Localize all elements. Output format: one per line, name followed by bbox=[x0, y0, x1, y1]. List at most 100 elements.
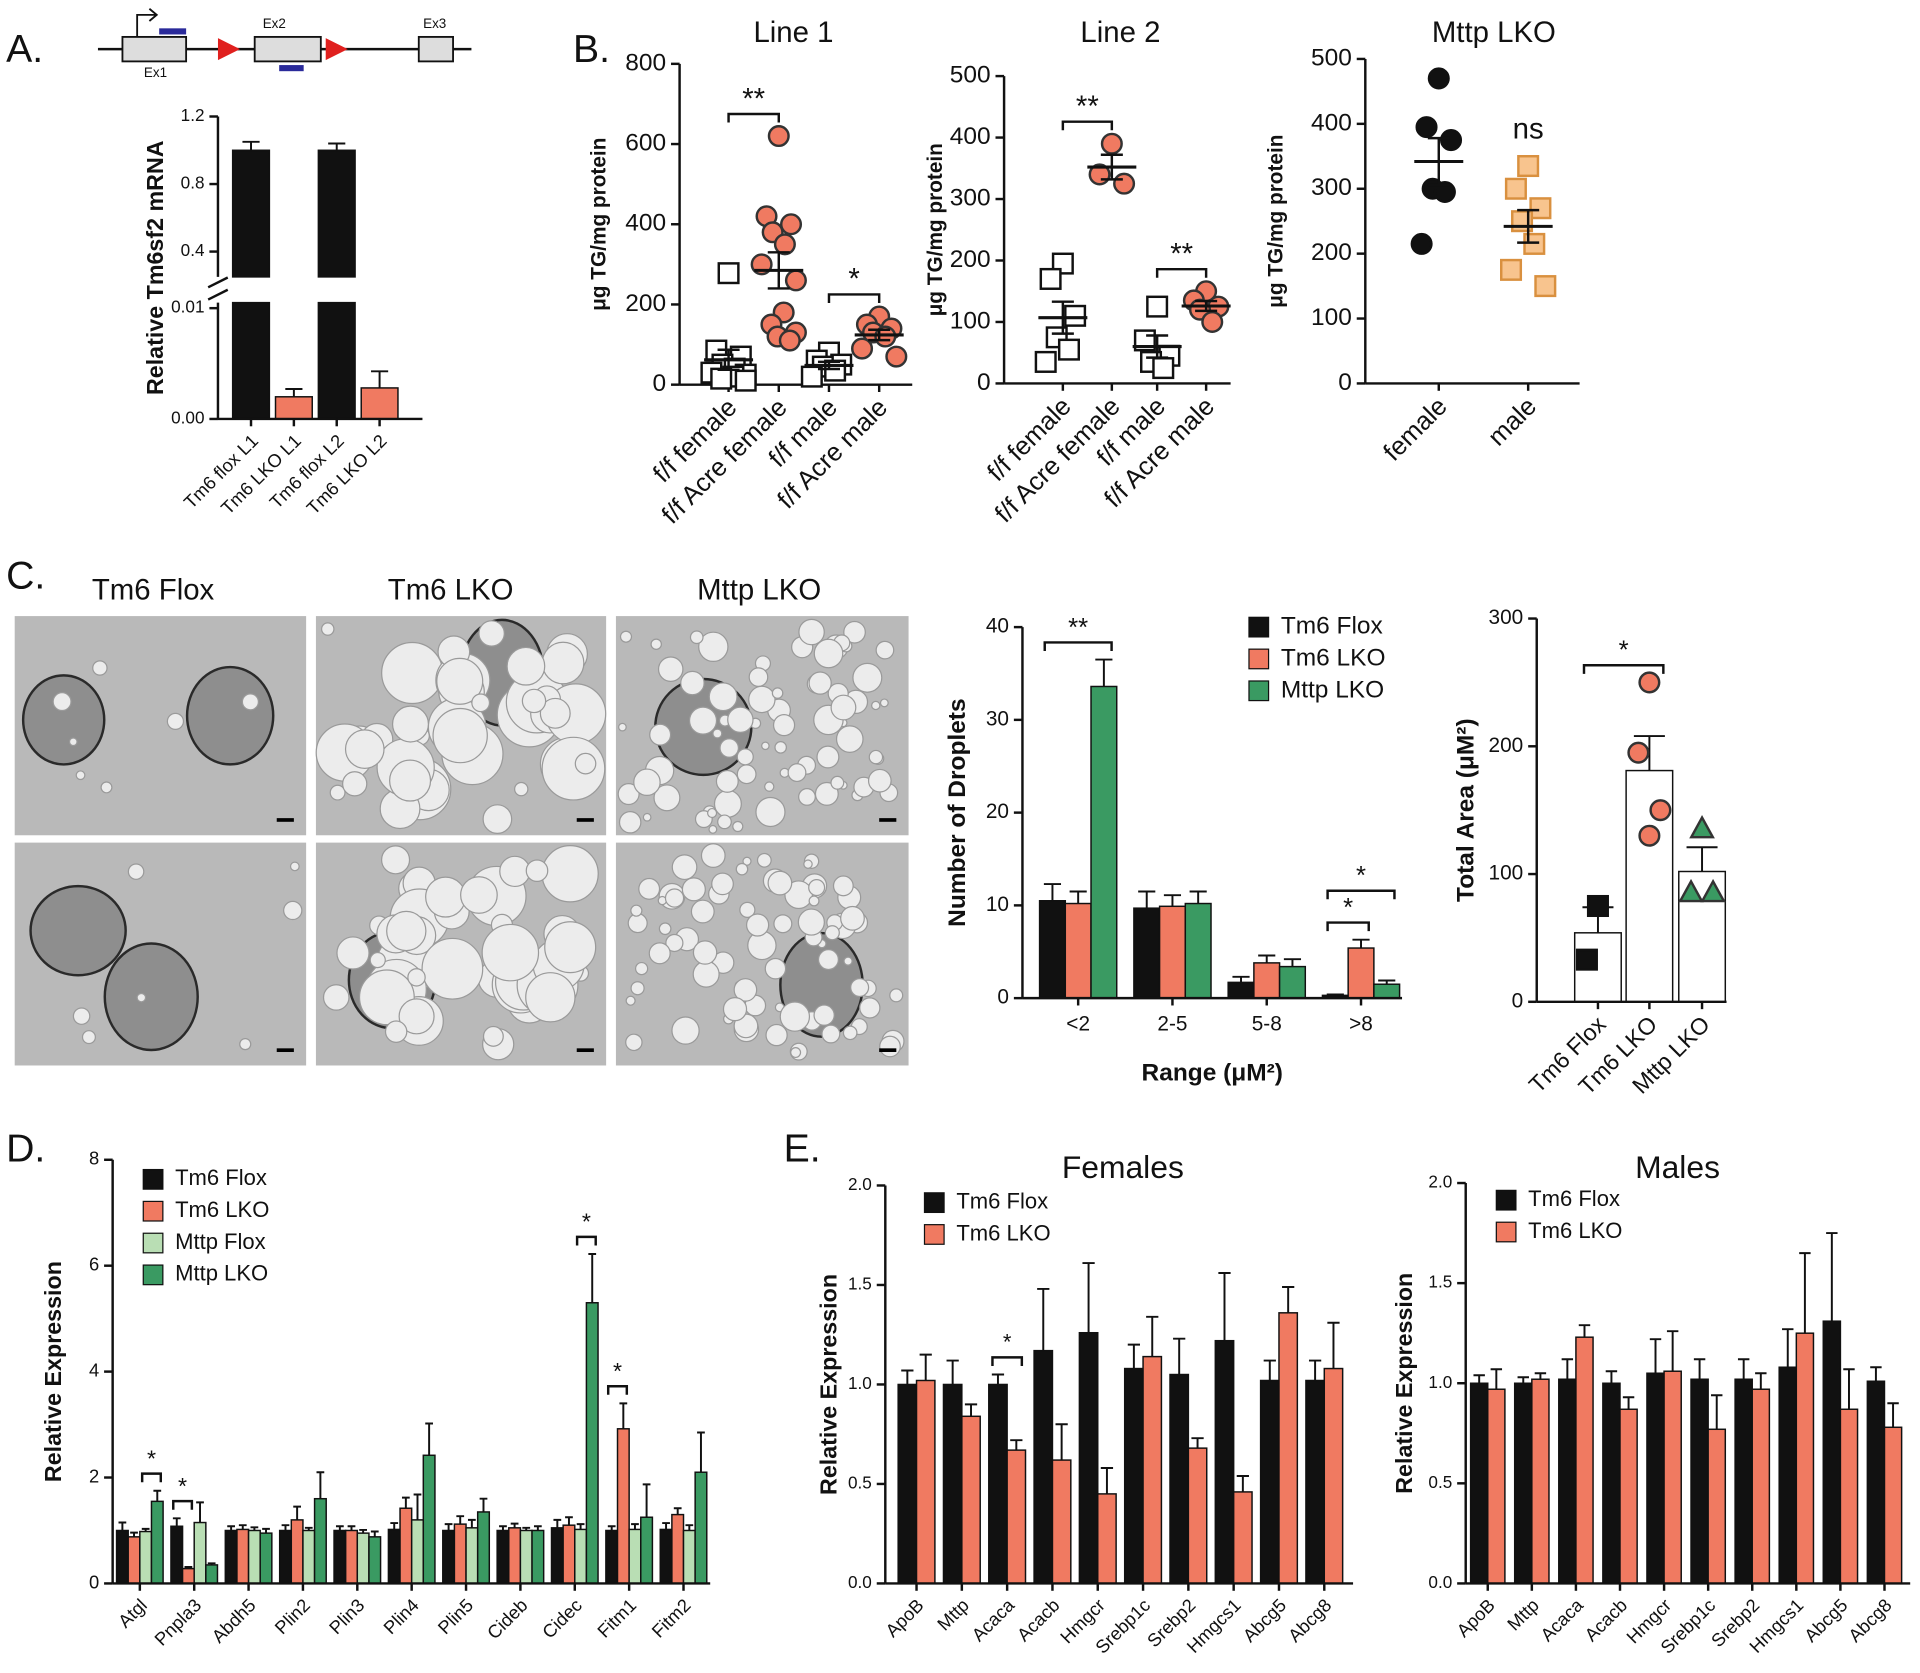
bar bbox=[1078, 1331, 1099, 1585]
lipid-droplet bbox=[736, 748, 754, 766]
lipid-droplet bbox=[688, 706, 718, 735]
error-bar bbox=[1473, 1374, 1485, 1384]
bar bbox=[360, 387, 399, 420]
error-bar bbox=[1173, 1337, 1186, 1375]
lipid-droplet bbox=[389, 759, 432, 802]
y-tick-label: 200 bbox=[1489, 734, 1524, 757]
x-tick-label: Plin4 bbox=[379, 1594, 423, 1638]
bar bbox=[1839, 1408, 1859, 1585]
error-bar bbox=[425, 1422, 434, 1456]
lipid-droplet bbox=[381, 641, 444, 705]
x-tick-label: Acacb bbox=[1013, 1594, 1064, 1645]
lipid-droplet bbox=[739, 901, 756, 918]
data-point bbox=[1113, 172, 1136, 195]
error-bar bbox=[207, 1562, 216, 1565]
lipid-droplet bbox=[689, 630, 704, 645]
bar bbox=[519, 1529, 533, 1585]
legend-label: Tm6 Flox bbox=[175, 1165, 267, 1190]
lipid-droplet bbox=[380, 845, 411, 875]
bar bbox=[682, 1529, 696, 1585]
error-bar bbox=[316, 1471, 325, 1499]
lipid-droplet bbox=[619, 630, 633, 643]
bar bbox=[1033, 1349, 1054, 1585]
error-bar bbox=[1095, 658, 1113, 687]
lipid-droplet bbox=[166, 712, 185, 731]
y-tick-label: 0.0 bbox=[1428, 1572, 1452, 1592]
data-point bbox=[1700, 878, 1726, 903]
error-bar bbox=[1633, 735, 1665, 771]
data-point bbox=[717, 262, 740, 285]
bar bbox=[1142, 1355, 1163, 1585]
y-axis-label: Total Area (μM²) bbox=[1452, 718, 1479, 902]
lipid-droplet bbox=[241, 693, 260, 711]
significance-label: * bbox=[1356, 862, 1366, 890]
error-bar bbox=[1578, 1324, 1591, 1338]
y-tick-label: 1.0 bbox=[1428, 1372, 1452, 1392]
bar bbox=[1646, 1372, 1665, 1585]
error-bar bbox=[1100, 1467, 1114, 1494]
legend-swatch bbox=[1248, 648, 1270, 670]
error-bar bbox=[1263, 1359, 1276, 1381]
lipid-droplet bbox=[859, 997, 881, 1019]
y-tick-label: 100 bbox=[1489, 862, 1524, 885]
data-point bbox=[851, 337, 874, 360]
bar bbox=[333, 1529, 347, 1585]
lipid-droplet bbox=[432, 707, 488, 764]
error-bar bbox=[991, 1373, 1005, 1385]
bar bbox=[915, 1379, 936, 1585]
significance-label: * bbox=[582, 1209, 591, 1235]
lipid-droplet bbox=[875, 640, 895, 660]
lipid-droplet bbox=[650, 638, 662, 650]
bar bbox=[942, 1383, 963, 1585]
error-bar bbox=[1561, 1358, 1574, 1380]
legend-swatch bbox=[1248, 616, 1270, 638]
lipid-droplet bbox=[127, 863, 145, 880]
data-point bbox=[885, 345, 908, 368]
lipid-droplet bbox=[460, 876, 498, 914]
data-point bbox=[1064, 304, 1087, 327]
lipid-droplet bbox=[541, 641, 585, 685]
data-point bbox=[1152, 357, 1175, 380]
data-point bbox=[1500, 258, 1523, 281]
bar bbox=[1259, 1379, 1280, 1585]
y-tick-label: 0 bbox=[653, 370, 667, 397]
bar bbox=[1123, 1367, 1144, 1585]
bar bbox=[496, 1529, 510, 1585]
panel-label: D. bbox=[6, 1128, 45, 1171]
error-bar bbox=[1517, 1376, 1529, 1384]
loxp-site bbox=[325, 38, 348, 61]
x-tick-label: ApoB bbox=[881, 1594, 928, 1641]
error-bar bbox=[335, 1525, 344, 1531]
exon-label: Ex1 bbox=[144, 65, 167, 80]
data-point bbox=[1627, 741, 1650, 764]
legend-label: Tm6 Flox bbox=[1281, 613, 1383, 640]
lipid-droplet bbox=[771, 687, 784, 699]
y-tick-label: 40 bbox=[986, 615, 1009, 638]
significance-label: ** bbox=[1076, 90, 1099, 123]
lipid-droplet bbox=[817, 949, 839, 971]
y-tick-label: 400 bbox=[625, 210, 666, 237]
error-bar bbox=[250, 1526, 259, 1531]
error-bar bbox=[901, 1369, 914, 1385]
error-bar bbox=[130, 1531, 138, 1537]
error-bar bbox=[1191, 1437, 1204, 1449]
sem-bar bbox=[1427, 136, 1450, 187]
legend-label: Mttp LKO bbox=[1281, 676, 1384, 703]
error-bar bbox=[1693, 1358, 1706, 1380]
error-bar bbox=[413, 1493, 422, 1520]
lipid-droplet bbox=[384, 1020, 408, 1043]
lipid-droplet bbox=[813, 638, 844, 669]
y-tick-label: 800 bbox=[625, 49, 666, 76]
lipid-droplet bbox=[481, 923, 540, 982]
x-tick-label: Fitm1 bbox=[593, 1594, 640, 1641]
data-point bbox=[1638, 824, 1661, 847]
lipid-droplet bbox=[692, 940, 718, 965]
y-tick-label: 1.5 bbox=[848, 1274, 872, 1294]
error-bar bbox=[370, 1530, 379, 1537]
error-bar bbox=[1490, 1368, 1503, 1390]
lipid-droplet bbox=[756, 852, 772, 868]
bar bbox=[150, 1500, 164, 1585]
significance-label: * bbox=[848, 263, 859, 296]
error-bar bbox=[1010, 1439, 1023, 1451]
lipid-droplet bbox=[871, 700, 881, 711]
